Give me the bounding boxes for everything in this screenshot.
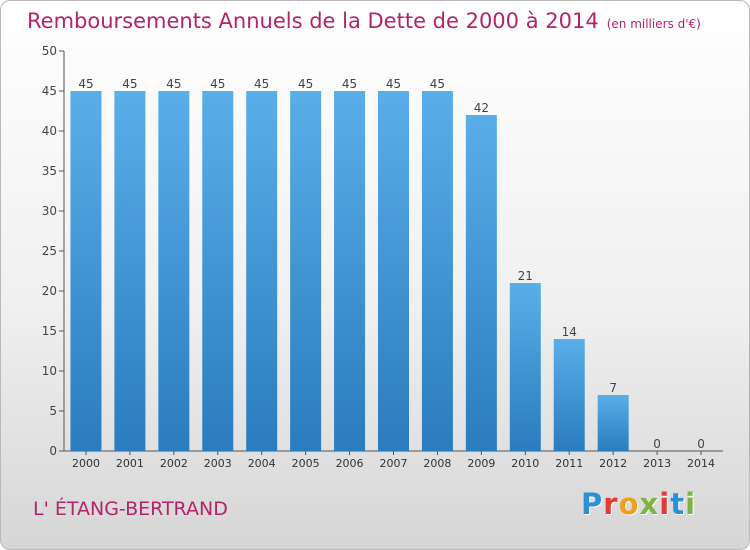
bar [509, 283, 541, 451]
data-label: 42 [474, 101, 489, 115]
data-label: 45 [78, 77, 93, 91]
x-tick-label: 2004 [248, 457, 276, 470]
chart-title: Remboursements Annuels de la Dette de 20… [27, 9, 701, 33]
data-label: 45 [122, 77, 137, 91]
y-tick-label: 45 [42, 84, 57, 98]
x-tick-label: 2011 [555, 457, 583, 470]
x-tick-label: 2010 [511, 457, 539, 470]
bar [334, 91, 366, 451]
x-tick-label: 2000 [72, 457, 100, 470]
x-tick-label: 2014 [687, 457, 715, 470]
data-label: 45 [430, 77, 445, 91]
x-tick-label: 2009 [467, 457, 495, 470]
data-label: 45 [254, 77, 269, 91]
x-tick-label: 2007 [380, 457, 408, 470]
data-label: 45 [342, 77, 357, 91]
y-tick-label: 25 [42, 244, 57, 258]
bar [378, 91, 409, 451]
data-label: 0 [653, 437, 661, 451]
data-label: 14 [562, 325, 577, 339]
bar [290, 91, 322, 451]
y-tick-label: 15 [42, 324, 57, 338]
y-tick-label: 35 [42, 164, 57, 178]
data-label: 45 [166, 77, 181, 91]
bar [597, 395, 629, 451]
data-label: 45 [210, 77, 225, 91]
bar [114, 91, 146, 451]
y-tick-label: 0 [49, 444, 57, 458]
x-tick-label: 2013 [643, 457, 671, 470]
x-tick-label: 2012 [599, 457, 627, 470]
x-tick-label: 2006 [336, 457, 364, 470]
proxiti-logo: Proxiti [581, 487, 697, 521]
x-tick-label: 2001 [116, 457, 144, 470]
y-tick-label: 5 [49, 404, 57, 418]
bar [553, 339, 585, 451]
chart-title-text: Remboursements Annuels de la Dette de 20… [27, 9, 599, 33]
bar [465, 115, 497, 451]
bar [158, 91, 190, 451]
data-label: 0 [697, 437, 705, 451]
x-tick-label: 2008 [423, 457, 451, 470]
x-tick-label: 2005 [292, 457, 320, 470]
x-tick-label: 2003 [204, 457, 232, 470]
commune-name: L' ÉTANG-BERTRAND [33, 498, 228, 520]
y-tick-label: 10 [42, 364, 57, 378]
y-tick-label: 50 [42, 44, 57, 58]
y-tick-label: 40 [42, 124, 57, 138]
data-label: 21 [518, 269, 533, 283]
bar [246, 91, 278, 451]
y-tick-label: 30 [42, 204, 57, 218]
data-label: 7 [609, 381, 617, 395]
chart-subtitle: (en milliers d'€) [606, 17, 701, 31]
data-label: 45 [386, 77, 401, 91]
bar [202, 91, 234, 451]
y-tick-label: 20 [42, 284, 57, 298]
x-tick-label: 2002 [160, 457, 188, 470]
bar [70, 91, 102, 451]
bar [421, 91, 453, 451]
data-label: 45 [298, 77, 313, 91]
